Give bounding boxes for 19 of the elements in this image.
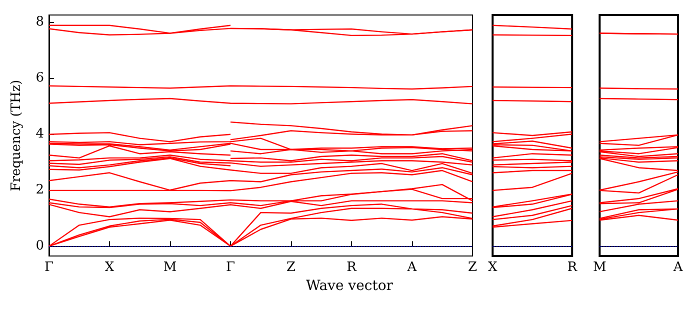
x-tick-label: X — [488, 260, 498, 275]
x-axis-title: Wave vector — [305, 278, 394, 294]
y-tick-label: 0 — [36, 238, 44, 254]
x-tick-label: Z — [468, 260, 478, 275]
x-tick-label: R — [567, 260, 578, 275]
y-tick-label: 8 — [36, 14, 44, 30]
x-tick-label: M — [163, 260, 177, 275]
x-tick-label: Γ — [226, 260, 236, 275]
y-tick-label: 2 — [36, 182, 44, 198]
y-tick-label: 6 — [36, 70, 44, 86]
x-tick-label: Z — [286, 260, 296, 275]
y-tick-label: 4 — [36, 126, 44, 142]
x-tick-label: A — [672, 260, 684, 275]
y-axis-title: Frequency (THz) — [9, 80, 24, 192]
x-tick-label: M — [593, 260, 606, 275]
x-tick-label: X — [104, 260, 115, 275]
x-tick-label: A — [406, 260, 418, 275]
x-tick-label: Γ — [44, 260, 54, 275]
x-tick-label: R — [346, 260, 358, 275]
